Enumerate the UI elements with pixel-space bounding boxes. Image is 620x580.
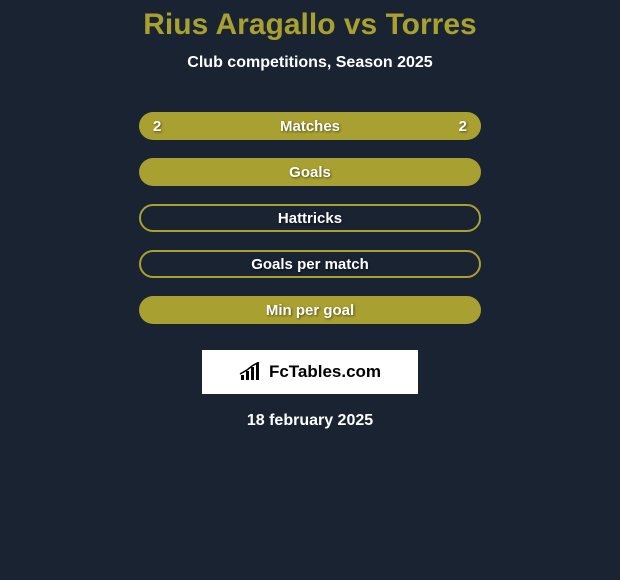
logo-box: FcTables.com — [202, 350, 418, 394]
page-subtitle: Club competitions, Season 2025 — [187, 54, 432, 72]
stat-row: Goals per match — [139, 250, 481, 278]
stat-value-right: 2 — [459, 118, 467, 135]
stat-bar: 2 Matches 2 — [139, 112, 481, 140]
stat-row: Hattricks — [139, 204, 481, 232]
stat-row: 2 Matches 2 — [139, 112, 481, 140]
stat-label: Goals per match — [251, 256, 369, 273]
stat-bar: Min per goal — [139, 296, 481, 324]
infographic-container: Rius Aragallo vs Torres Club competition… — [0, 0, 620, 580]
page-title: Rius Aragallo vs Torres — [143, 8, 476, 42]
stat-bar: Goals per match — [139, 250, 481, 278]
stat-row: Min per goal — [139, 296, 481, 324]
stat-row: Goals — [139, 158, 481, 186]
stat-label: Matches — [280, 118, 340, 135]
stat-bar: Hattricks — [139, 204, 481, 232]
logo-text: FcTables.com — [269, 362, 381, 382]
stat-label: Goals — [289, 164, 331, 181]
stat-bar: Goals — [139, 158, 481, 186]
stat-value-left: 2 — [153, 118, 161, 135]
stat-label: Hattricks — [278, 210, 342, 227]
stats-area: 2 Matches 2 Goals Hattricks Goals per match Mi… — [139, 112, 481, 342]
footer-date: 18 february 2025 — [247, 412, 373, 430]
logo-content: FcTables.com — [239, 362, 381, 382]
chart-icon — [239, 362, 265, 382]
stat-label: Min per goal — [266, 302, 354, 319]
